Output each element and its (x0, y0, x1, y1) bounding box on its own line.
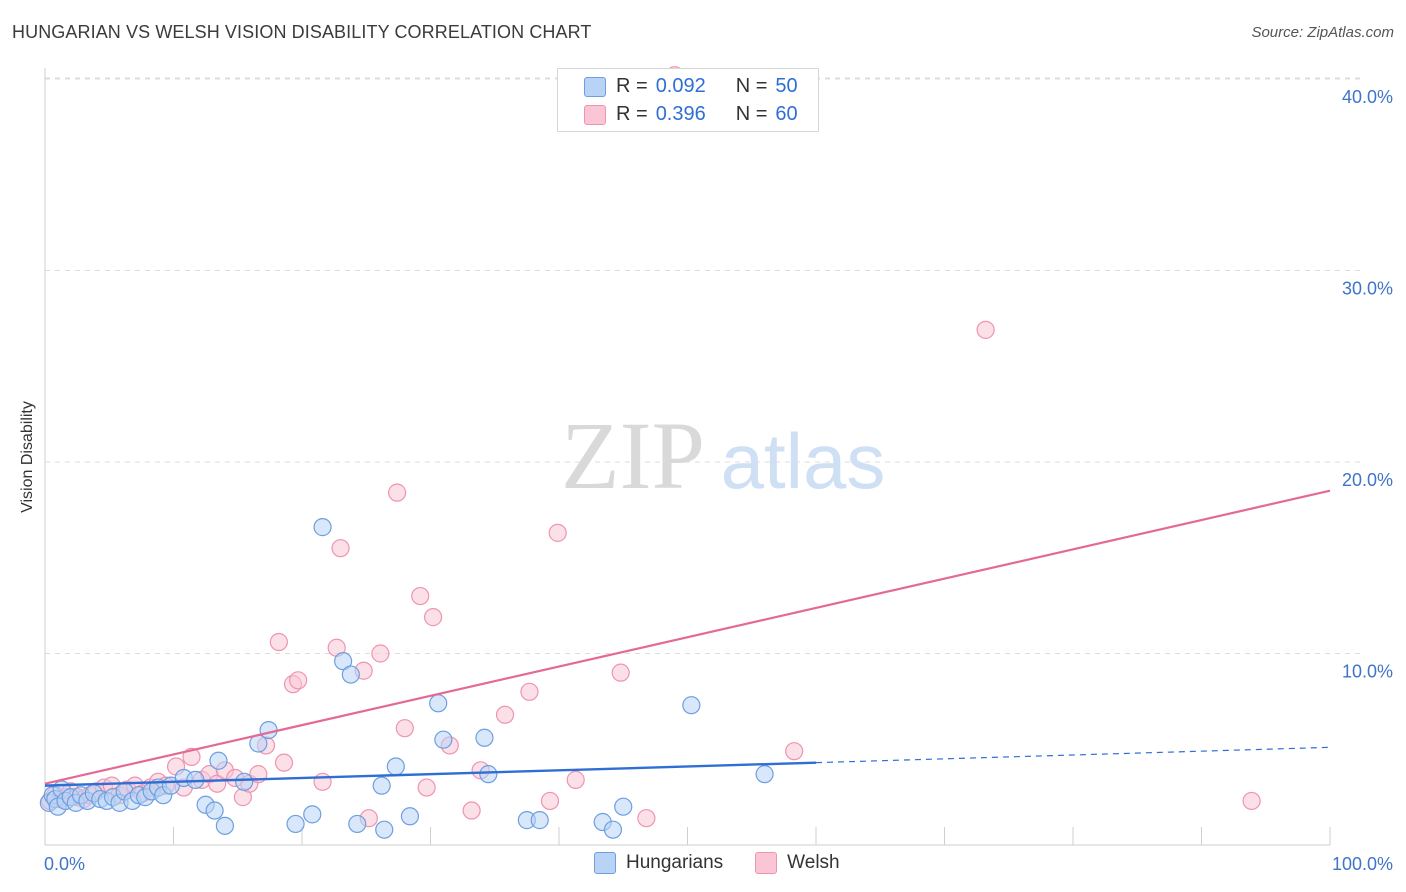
tick-labels: 10.0% 20.0% 30.0% 40.0% 0.0% 100.0% (44, 87, 1393, 874)
welsh-point-34 (313, 772, 332, 791)
legend-hungarians-n-label: N = (735, 74, 768, 97)
hungarian-points (39, 518, 774, 839)
hungarian-point-49 (614, 797, 633, 816)
welsh-point-53 (611, 663, 630, 682)
hungarian-point-27 (215, 816, 234, 835)
hungarian-point-50 (603, 820, 623, 839)
watermark-zip: ZIP (561, 402, 705, 509)
y-axis-label: Vision Disability (19, 401, 36, 513)
hungarian-point-37 (348, 814, 367, 834)
welsh-point-42 (411, 586, 430, 606)
welsh-point-57 (976, 320, 995, 339)
welsh-point-49 (520, 682, 539, 701)
hungarian-point-47 (530, 811, 549, 830)
hungarian-point-40 (386, 757, 405, 776)
hungarian-point-29 (235, 772, 254, 791)
hungarian-trend-line (44, 761, 817, 787)
legend-welsh-r-value: 0.396 (655, 102, 706, 125)
y-tick-label-1: 20.0% (1342, 470, 1393, 490)
hungarian-point-36 (341, 665, 360, 684)
hungarian-point-31 (259, 720, 278, 740)
legend-hungarians-r-value: 0.092 (655, 74, 706, 97)
x-tick-label-1: 100.0% (1332, 854, 1393, 874)
x-tick-label-0: 0.0% (44, 854, 85, 874)
welsh-point-44 (423, 608, 443, 627)
watermark: ZIP atlas (561, 402, 885, 509)
welsh-point-52 (566, 770, 585, 789)
welsh-point-54 (637, 809, 656, 828)
chart-title: HUNGARIAN VS WELSH VISION DISABILITY COR… (12, 22, 592, 42)
legend-welsh-row: R = 0.396 N = 60 (616, 102, 798, 126)
hungarian-point-39 (375, 820, 394, 839)
legend-welsh-n-value: 60 (775, 102, 798, 125)
hungarian-point-42 (429, 694, 448, 713)
y-tick-label-0: 10.0% (1342, 662, 1393, 682)
hungarian-point-26 (205, 801, 224, 820)
welsh-point-39 (371, 644, 390, 663)
hungarian-point-33 (303, 805, 322, 824)
bottom-legend-hungarians-label: Hungarians (626, 852, 724, 873)
watermark-atlas: atlas (721, 417, 886, 505)
welsh-point-56 (785, 742, 804, 761)
hungarian-point-28 (209, 751, 228, 770)
hungarian-point-35 (334, 652, 353, 671)
hungarian-point-41 (400, 807, 420, 826)
source-credit: Source: ZipAtlas.com (1251, 24, 1394, 41)
legend-welsh-n-label: N = (735, 102, 768, 125)
stats-legend: R = 0.092 N = 50 R = 0.396 N = 60 (557, 68, 819, 132)
welsh-point-46 (462, 801, 481, 820)
hungarian-point-44 (475, 728, 494, 747)
series-legend: Hungarians Welsh (594, 852, 840, 874)
hungarian-point-52 (755, 765, 774, 784)
bottom-legend-welsh-swatch (755, 852, 778, 874)
legend-hungarians-row: R = 0.092 N = 50 (616, 74, 798, 98)
hungarian-trend-extension (815, 746, 1331, 764)
welsh-point-48 (495, 705, 515, 724)
welsh-point-20 (182, 747, 201, 767)
hungarian-point-51 (682, 696, 701, 715)
welsh-point-51 (548, 523, 567, 542)
legend-welsh-swatch (584, 105, 606, 125)
grid-layer (45, 77, 1365, 654)
welsh-point-40 (387, 483, 407, 502)
welsh-point-33 (289, 671, 308, 690)
welsh-point-43 (417, 778, 436, 797)
welsh-point-36 (331, 539, 350, 558)
welsh-point-41 (395, 719, 414, 738)
hungarian-point-34 (313, 518, 332, 537)
bottom-legend-welsh-label: Welsh (787, 852, 840, 873)
legend-hungarians-r-label: R = (616, 74, 648, 97)
welsh-point-30 (269, 632, 288, 652)
welsh-point-58 (1242, 791, 1261, 811)
welsh-trend-line (44, 489, 1331, 785)
hungarian-point-32 (286, 814, 305, 834)
welsh-point-50 (540, 791, 560, 811)
legend-hungarians-swatch (584, 77, 606, 97)
bottom-legend-hungarians-swatch (594, 852, 616, 874)
hungarian-point-45 (479, 765, 498, 784)
y-tick-label-2: 30.0% (1342, 279, 1393, 299)
axis-layer (44, 68, 1331, 846)
trend-lines (44, 489, 1331, 787)
hungarian-point-38 (372, 776, 391, 795)
y-tick-label-3: 40.0% (1342, 87, 1393, 107)
hungarian-point-43 (434, 730, 453, 749)
welsh-point-31 (274, 753, 294, 772)
legend-hungarians-n-value: 50 (775, 74, 798, 97)
legend-welsh-r-label: R = (616, 102, 648, 125)
